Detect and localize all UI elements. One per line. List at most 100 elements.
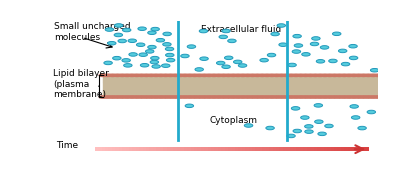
Circle shape bbox=[152, 95, 160, 99]
Circle shape bbox=[128, 39, 136, 43]
Circle shape bbox=[222, 29, 230, 33]
Circle shape bbox=[103, 95, 112, 99]
Circle shape bbox=[370, 68, 379, 72]
Circle shape bbox=[330, 73, 339, 77]
Bar bbox=[150, 147, 154, 151]
Circle shape bbox=[344, 95, 354, 99]
Bar bbox=[324, 147, 328, 151]
Text: Extracellular fluid: Extracellular fluid bbox=[201, 25, 281, 34]
Circle shape bbox=[118, 73, 127, 77]
Circle shape bbox=[210, 73, 218, 77]
Circle shape bbox=[151, 56, 159, 60]
Circle shape bbox=[200, 73, 209, 77]
Circle shape bbox=[152, 65, 160, 68]
Circle shape bbox=[333, 32, 341, 36]
Circle shape bbox=[282, 95, 291, 99]
Bar bbox=[160, 147, 164, 151]
Circle shape bbox=[137, 73, 146, 77]
Circle shape bbox=[349, 73, 358, 77]
Circle shape bbox=[114, 33, 123, 37]
Circle shape bbox=[320, 46, 329, 49]
Circle shape bbox=[238, 73, 247, 77]
Circle shape bbox=[301, 95, 310, 99]
Bar bbox=[239, 147, 242, 151]
Circle shape bbox=[219, 73, 228, 77]
Circle shape bbox=[190, 73, 199, 77]
Bar bbox=[235, 147, 239, 151]
Circle shape bbox=[161, 95, 170, 99]
Circle shape bbox=[238, 64, 247, 67]
Bar bbox=[293, 147, 297, 151]
Circle shape bbox=[329, 59, 337, 63]
Circle shape bbox=[123, 95, 131, 99]
Circle shape bbox=[293, 34, 302, 38]
Circle shape bbox=[148, 45, 156, 49]
Circle shape bbox=[340, 73, 349, 77]
Bar bbox=[215, 147, 218, 151]
Circle shape bbox=[325, 124, 333, 128]
Text: Time: Time bbox=[56, 141, 78, 150]
Bar bbox=[170, 147, 174, 151]
Circle shape bbox=[171, 73, 180, 77]
Circle shape bbox=[165, 53, 174, 57]
Circle shape bbox=[243, 95, 252, 99]
Circle shape bbox=[123, 73, 131, 77]
Bar bbox=[317, 147, 321, 151]
Bar bbox=[228, 147, 232, 151]
Circle shape bbox=[243, 73, 252, 77]
Circle shape bbox=[262, 73, 272, 77]
Bar bbox=[119, 147, 123, 151]
Bar bbox=[231, 147, 236, 151]
Bar bbox=[279, 147, 284, 151]
Circle shape bbox=[291, 107, 300, 110]
Circle shape bbox=[142, 95, 151, 99]
Circle shape bbox=[253, 95, 262, 99]
Bar bbox=[283, 147, 287, 151]
Circle shape bbox=[312, 37, 320, 40]
Circle shape bbox=[257, 73, 267, 77]
Bar bbox=[139, 147, 143, 151]
Bar bbox=[156, 147, 160, 151]
Circle shape bbox=[195, 73, 204, 77]
Circle shape bbox=[354, 95, 363, 99]
Bar bbox=[290, 147, 294, 151]
Bar bbox=[354, 147, 359, 151]
Circle shape bbox=[136, 43, 145, 46]
Circle shape bbox=[369, 95, 378, 99]
Circle shape bbox=[147, 73, 156, 77]
Circle shape bbox=[344, 73, 354, 77]
Circle shape bbox=[277, 95, 286, 99]
Circle shape bbox=[185, 104, 194, 108]
Circle shape bbox=[113, 95, 122, 99]
Bar bbox=[225, 147, 229, 151]
Circle shape bbox=[296, 73, 305, 77]
Bar bbox=[252, 147, 256, 151]
Circle shape bbox=[373, 73, 383, 77]
Circle shape bbox=[108, 42, 116, 45]
Circle shape bbox=[108, 95, 117, 99]
Circle shape bbox=[187, 45, 196, 48]
Circle shape bbox=[156, 73, 165, 77]
Bar bbox=[314, 147, 318, 151]
Circle shape bbox=[330, 95, 339, 99]
Bar bbox=[269, 147, 273, 151]
Circle shape bbox=[287, 134, 295, 138]
Bar bbox=[297, 147, 301, 151]
Circle shape bbox=[238, 95, 247, 99]
Circle shape bbox=[224, 95, 233, 99]
Circle shape bbox=[306, 95, 315, 99]
Circle shape bbox=[292, 50, 301, 53]
Circle shape bbox=[165, 47, 174, 51]
Circle shape bbox=[306, 73, 315, 77]
Bar bbox=[136, 147, 140, 151]
Circle shape bbox=[98, 73, 108, 77]
Circle shape bbox=[185, 95, 194, 99]
Bar bbox=[327, 147, 331, 151]
Bar bbox=[242, 147, 246, 151]
Bar bbox=[310, 147, 314, 151]
Circle shape bbox=[257, 95, 267, 99]
Circle shape bbox=[286, 73, 296, 77]
Bar bbox=[249, 147, 253, 151]
Circle shape bbox=[118, 95, 127, 99]
Circle shape bbox=[266, 126, 274, 130]
